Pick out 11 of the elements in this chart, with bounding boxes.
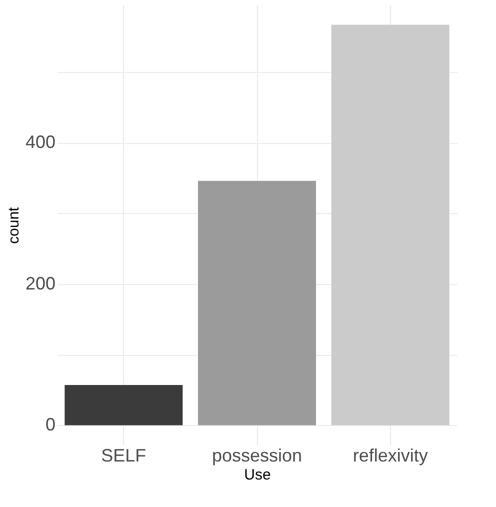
x-axis-title: Use [244, 466, 271, 484]
bar [331, 24, 450, 426]
y-tick-label: 200 [25, 273, 56, 294]
x-tick-label: reflexivity [352, 446, 428, 466]
y-tick-label: 0 [45, 414, 56, 435]
y-tick-label: 400 [25, 132, 56, 152]
bar [198, 180, 316, 426]
y-axis-title: count [5, 206, 22, 244]
x-tick-label: possession [212, 446, 302, 466]
x-tick-label: SELF [101, 446, 146, 466]
bar [64, 384, 183, 426]
